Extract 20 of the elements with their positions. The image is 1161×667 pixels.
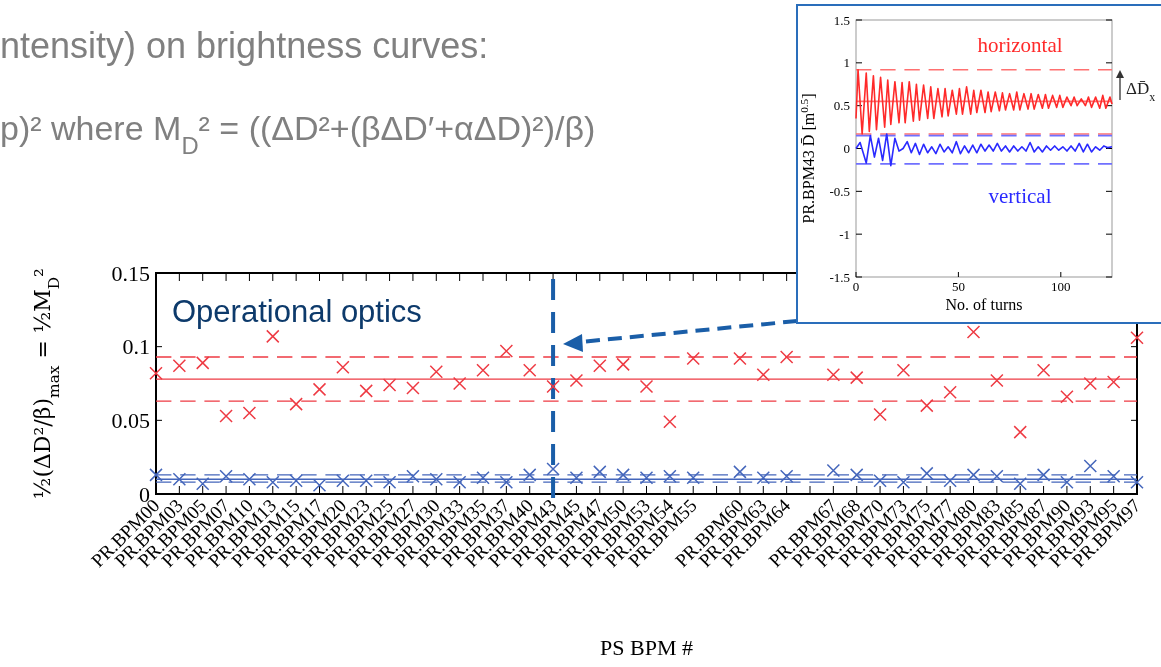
y-tick-label: -0.5	[829, 183, 850, 199]
x-tick-label: 50	[951, 279, 965, 295]
y-tick-label: 0	[843, 141, 850, 157]
annotation: Operational optics	[172, 294, 422, 329]
y-tick-label: 0.05	[111, 408, 150, 434]
y-tick-label: -1.5	[829, 269, 850, 285]
y-tick-label: 0.5	[833, 98, 850, 114]
y-tick-label: -1	[839, 226, 850, 242]
x-tick-label: 100	[1051, 279, 1071, 295]
series-label: vertical	[988, 184, 1052, 208]
text: p)² where M$_{D}$² = ((ΔD²+(βΔD′+αΔD)²)/β)	[0, 109, 596, 159]
y-tick-label: 1	[843, 55, 850, 71]
text: ΔD̄$_{x}$	[1126, 79, 1156, 104]
x-axis-title: No. of turns	[945, 296, 1023, 313]
y-tick-label: 1.5	[833, 12, 850, 28]
y-tick-label: 0.1	[122, 334, 150, 360]
y-tick-label: 0.15	[111, 260, 150, 286]
text: ntensity) on brightness curves:	[0, 25, 489, 66]
x-axis-title: PS BPM #	[600, 635, 693, 660]
series-label: horizontal	[977, 33, 1063, 57]
